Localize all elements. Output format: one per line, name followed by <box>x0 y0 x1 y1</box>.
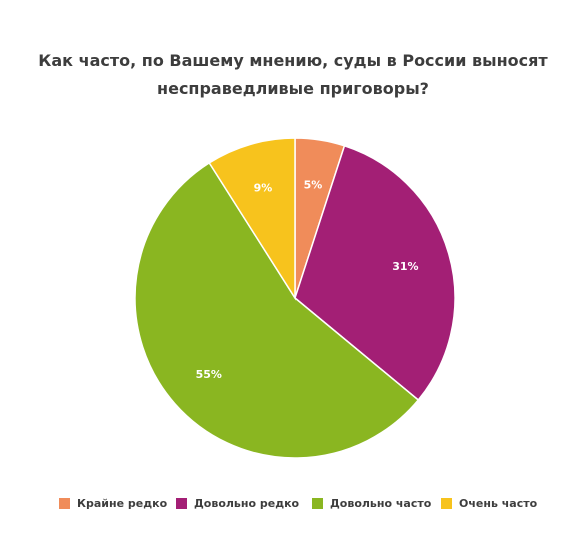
slice-value-label-3: 55% <box>196 368 222 381</box>
legend-swatch <box>441 497 452 509</box>
chart-title: Как часто, по Вашему мнению, суды в Росс… <box>0 47 586 103</box>
legend-item-4: Очень часто <box>441 494 537 512</box>
legend-item-1: Крайне редко <box>59 494 167 512</box>
pie-slice-4 <box>208 137 296 301</box>
slice-value-label-2: 31% <box>392 260 418 273</box>
legend-item-3: Довольно часто <box>312 494 431 512</box>
legend-label: Крайне редко <box>77 496 168 510</box>
legend-label: Очень часто <box>459 496 538 510</box>
slice-value-label-4: 9% <box>254 182 273 195</box>
pie-slice-3 <box>134 161 420 459</box>
legend-label: Довольно часто <box>330 496 432 510</box>
pie-slice-2 <box>294 144 456 402</box>
legend-item-2: Довольно редко <box>176 494 299 512</box>
legend: Крайне редко Довольно редко Довольно часто… <box>0 494 586 512</box>
legend-swatch <box>312 497 323 509</box>
legend-swatch <box>176 497 187 509</box>
chart-title-line-1: Как часто, по Вашему мнению, суды в Росс… <box>38 51 548 70</box>
legend-label: Довольно редко <box>194 496 300 510</box>
slice-value-label-1: 5% <box>304 178 323 191</box>
legend-swatch <box>59 497 70 509</box>
chart-title-line-2: несправедливые приговоры? <box>157 79 429 98</box>
